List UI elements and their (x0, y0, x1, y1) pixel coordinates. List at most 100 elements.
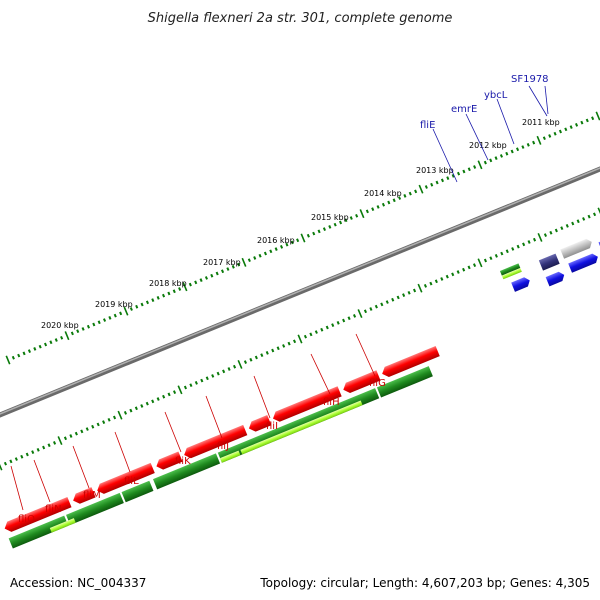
major-tick (536, 135, 542, 145)
gene-label-fliL[interactable]: fliL (124, 476, 139, 487)
kbp-label: 2017 kbp (203, 258, 241, 267)
minor-tick (414, 189, 418, 194)
forward-gene-block[interactable] (341, 370, 381, 395)
gene-label-fliE[interactable]: fliE (420, 120, 435, 131)
minor-tick (210, 273, 214, 278)
minor-tick (107, 417, 111, 422)
minor-tick (451, 272, 455, 277)
minor-tick (156, 397, 160, 401)
minor-tick (76, 329, 80, 334)
gene-ybcL-block[interactable] (560, 237, 593, 259)
gene-label-fliM[interactable]: fliM (83, 490, 101, 501)
minor-tick (522, 242, 526, 247)
gene-label-fliO[interactable]: fliO (18, 514, 35, 525)
minor-tick (22, 351, 26, 356)
minor-tick (31, 450, 35, 455)
gene-label-SF1978[interactable]: SF1978 (511, 74, 549, 85)
forward-gene-block[interactable] (247, 415, 272, 434)
reverse-strand-genes (8, 366, 433, 549)
minor-tick (129, 408, 133, 413)
gene-label-fliK[interactable]: fliK (175, 456, 191, 467)
forward-gene-block[interactable] (380, 345, 440, 379)
gene-label-fliI[interactable]: fliI (266, 421, 278, 432)
minor-tick (290, 240, 294, 245)
minor-tick (183, 385, 187, 390)
gene-label-fliH[interactable]: fliH (323, 397, 340, 408)
gene-label-fliN[interactable]: fliN (45, 504, 62, 515)
gene-emrE-block[interactable] (538, 253, 560, 271)
gene-label-fliG[interactable]: fliG (369, 378, 386, 389)
minor-tick (199, 278, 203, 283)
minor-tick (392, 198, 396, 203)
minor-tick (483, 258, 487, 263)
minor-tick (380, 302, 384, 307)
minor-tick (434, 279, 438, 284)
minor-tick (54, 338, 58, 342)
minor-tick (74, 431, 78, 436)
forward-gene-block[interactable] (271, 386, 342, 423)
minor-tick (516, 147, 520, 152)
reverse-gene-block[interactable] (152, 453, 221, 490)
minor-tick (403, 193, 407, 198)
major-tick (57, 436, 63, 446)
major-tick (64, 331, 70, 341)
minor-tick (271, 348, 275, 353)
major-tick (0, 463, 3, 471)
forward-gene-block[interactable] (3, 497, 72, 534)
minor-tick (47, 443, 51, 448)
minor-tick (336, 320, 340, 325)
minor-tick (369, 307, 373, 311)
map-title: Shigella flexneri 2a str. 301, complete … (148, 11, 453, 26)
forward-gene-block[interactable] (95, 462, 155, 496)
minor-tick (287, 341, 291, 346)
minor-tick (227, 367, 231, 371)
minor-tick (309, 332, 313, 337)
major-tick (477, 258, 483, 268)
minor-tick (516, 244, 520, 249)
minor-tick (205, 376, 209, 381)
minor-tick (440, 178, 444, 183)
gene-label-ybcL[interactable]: ybcL (484, 90, 508, 101)
minor-tick (582, 217, 586, 221)
minor-tick (243, 360, 247, 364)
gene-blue-block-1[interactable] (511, 276, 531, 292)
minor-tick (231, 264, 235, 269)
minor-tick (532, 140, 536, 145)
reverse-gene-block[interactable] (121, 480, 154, 503)
minor-tick (233, 364, 237, 369)
minor-tick (355, 213, 359, 218)
reverse-gene-block[interactable] (8, 515, 69, 549)
gene-label-fliJ[interactable]: fliJ (217, 441, 229, 452)
minor-tick (527, 240, 531, 244)
minor-tick (483, 160, 487, 165)
minor-tick (396, 295, 400, 300)
gene-blue-block-2[interactable] (545, 270, 566, 287)
minor-tick (188, 282, 192, 287)
reverse-gene-block[interactable] (376, 366, 433, 398)
minor-tick (424, 185, 428, 189)
minor-tick (14, 457, 18, 461)
minor-tick (247, 258, 251, 263)
minor-tick (591, 116, 595, 121)
minor-tick (510, 149, 514, 154)
minor-tick (129, 307, 133, 311)
genome-backbone (0, 166, 600, 418)
gene-blue-block-3[interactable] (568, 252, 600, 273)
forward-gene-block[interactable] (182, 424, 248, 460)
reverse-gene-block[interactable] (66, 492, 124, 526)
forward-gene-block[interactable] (71, 487, 96, 506)
gene-label-emrE[interactable]: emrE (451, 104, 477, 115)
major-tick (597, 207, 600, 215)
minor-tick (549, 230, 553, 235)
minor-tick (314, 330, 318, 334)
minor-tick (435, 180, 439, 185)
minor-tick (381, 202, 385, 207)
major-tick (117, 410, 123, 420)
bottom-gene-labels: fliG fliH fliI fliJ fliK fliL fliM fliN … (10, 333, 386, 525)
forward-gene-block[interactable] (154, 451, 183, 471)
minor-tick (38, 344, 42, 349)
gene-fliE-bar[interactable] (499, 263, 522, 280)
minor-tick (564, 127, 568, 132)
minor-tick (123, 411, 127, 415)
major-tick (418, 184, 424, 194)
